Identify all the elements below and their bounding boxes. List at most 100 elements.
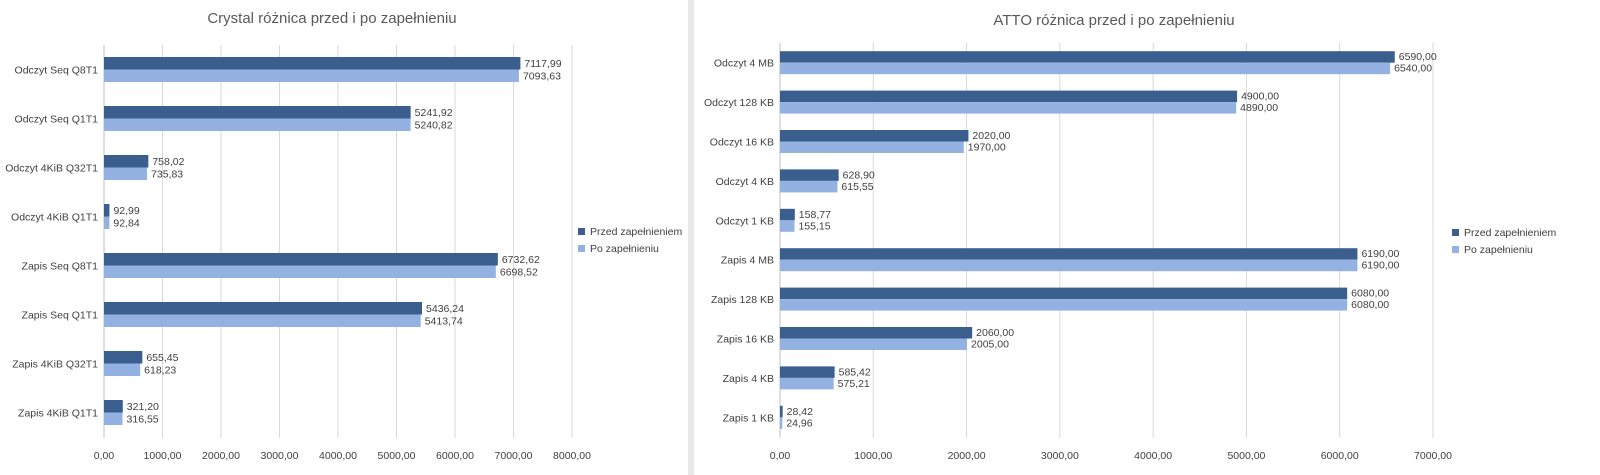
crystal-x-tick-label: 8000,00 [553, 450, 591, 462]
atto-bar-przed-zapis-4-mb [780, 248, 1358, 260]
crystal-x-tick-label: 3000,00 [261, 450, 299, 462]
atto-bar-przed-zapis-1-kb [780, 405, 783, 418]
crystal-x-tick-label: 0,00 [94, 450, 115, 462]
atto-bar-przed-odczyt-4-kb [780, 169, 839, 181]
atto-data-label-przed-zapis-16-kb: 2060,00 [976, 327, 1014, 339]
crystal-category-label-odczyt-seq-q8t1: Odczyt Seq Q8T1 [15, 65, 99, 77]
crystal-legend-label-2: Po zapełnieniu [590, 243, 659, 255]
crystal-data-label-po-odczyt-seq-q1t1: 5240,82 [415, 120, 453, 132]
atto-legend-swatch-1 [1452, 229, 1459, 236]
crystal-bar-po-zapis-4kib-q1t1 [104, 412, 123, 425]
atto-bar-po-odczyt-1-kb [780, 220, 795, 232]
atto-category-label-odczyt-128-kb: Odczyt 128 KB [704, 97, 774, 109]
chart-divider [688, 0, 694, 475]
crystal-data-label-przed-odczyt-4kib-q32t1: 758,02 [152, 156, 184, 168]
crystal-bar-po-odczyt-seq-q1t1 [104, 118, 411, 131]
atto-data-label-przed-odczyt-4-kb: 628,90 [843, 169, 875, 181]
atto-data-label-po-odczyt-128-kb: 4890,00 [1240, 102, 1278, 114]
atto-bar-przed-odczyt-128-kb [780, 90, 1238, 103]
crystal-bar-po-zapis-seq-q8t1 [104, 265, 496, 278]
atto-category-label-odczyt-16-kb: Odczyt 16 KB [710, 137, 774, 149]
crystal-bar-przed-odczyt-4kib-q1t1 [104, 204, 110, 217]
crystal-category-label-odczyt-4kib-q1t1: Odczyt 4KiB Q1T1 [11, 212, 98, 224]
atto-data-label-przed-zapis-4-mb: 6190,00 [1361, 248, 1399, 260]
crystal-category-label-zapis-seq-q1t1: Zapis Seq Q1T1 [22, 310, 99, 322]
crystal-data-label-przed-odczyt-4kib-q1t1: 92,99 [113, 205, 139, 217]
crystal-bar-po-zapis-4kib-q32t1 [104, 363, 141, 376]
crystal-category-label-odczyt-seq-q1t1: Odczyt Seq Q1T1 [15, 114, 99, 126]
atto-data-label-po-zapis-128-kb: 6080,00 [1351, 299, 1389, 311]
atto-bar-przed-zapis-128-kb [780, 287, 1348, 300]
crystal-data-label-po-zapis-seq-q8t1: 6698,52 [500, 267, 538, 279]
crystal-bar-przed-odczyt-seq-q8t1 [104, 57, 521, 70]
atto-category-label-odczyt-1-kb: Odczyt 1 KB [716, 215, 774, 227]
crystal-bar-przed-zapis-4kib-q32t1 [104, 351, 143, 364]
atto-bar-po-zapis-1-kb [780, 417, 783, 429]
atto-bar-przed-odczyt-4-mb [780, 51, 1395, 63]
atto-category-label-odczyt-4-kb: Odczyt 4 KB [716, 176, 774, 188]
atto-legend-label-2: Po zapełnieniu [1464, 244, 1533, 256]
crystal-bar-przed-odczyt-seq-q1t1 [104, 106, 411, 119]
crystal-data-label-przed-odczyt-seq-q1t1: 5241,92 [415, 107, 453, 119]
atto-x-tick-label: 2000,00 [948, 450, 986, 462]
crystal-legend-swatch-1 [578, 228, 585, 235]
crystal-chart-title: Crystal różnica przed i po zapełnieniu [207, 10, 456, 27]
atto-data-label-przed-zapis-4-kb: 585,42 [839, 366, 871, 378]
atto-category-label-odczyt-4-mb: Odczyt 4 MB [714, 58, 774, 70]
crystal-data-label-przed-zapis-seq-q1t1: 5436,24 [426, 303, 464, 315]
crystal-category-label-zapis-4kib-q1t1: Zapis 4KiB Q1T1 [18, 408, 98, 420]
atto-data-label-przed-zapis-128-kb: 6080,00 [1351, 288, 1389, 300]
atto-data-label-przed-zapis-1-kb: 28,42 [787, 406, 813, 418]
atto-x-tick-label: 1000,00 [854, 450, 892, 462]
atto-bar-po-zapis-128-kb [780, 299, 1348, 311]
crystal-data-label-po-zapis-4kib-q32t1: 618,23 [144, 365, 176, 377]
atto-bar-po-zapis-4-kb [780, 377, 834, 390]
atto-x-tick-label: 0,00 [770, 450, 791, 462]
crystal-bar-przed-odczyt-4kib-q32t1 [104, 155, 149, 168]
crystal-data-label-po-zapis-seq-q1t1: 5413,74 [425, 316, 463, 328]
atto-bar-po-odczyt-128-kb [780, 102, 1237, 114]
crystal-x-tick-label: 1000,00 [144, 450, 182, 462]
atto-x-tick-label: 5000,00 [1227, 450, 1265, 462]
atto-bar-przed-odczyt-16-kb [780, 130, 969, 142]
atto-data-label-po-odczyt-4-mb: 6540,00 [1394, 63, 1432, 75]
crystal-x-tick-label: 4000,00 [319, 450, 357, 462]
crystal-bar-chart: Crystal różnica przed i po zapełnieniu 0,… [5, 10, 682, 462]
crystal-category-label-zapis-seq-q8t1: Zapis Seq Q8T1 [22, 261, 99, 273]
atto-category-label-zapis-16-kb: Zapis 16 KB [717, 334, 774, 346]
atto-bar-po-odczyt-16-kb [780, 141, 964, 153]
atto-bar-po-odczyt-4-kb [780, 180, 838, 193]
crystal-data-label-po-zapis-4kib-q1t1: 316,55 [127, 414, 159, 426]
crystal-legend-label-1: Przed zapełnieniem [590, 226, 682, 238]
crystal-x-tick-label: 6000,00 [436, 450, 474, 462]
crystal-legend-swatch-2 [578, 245, 585, 252]
atto-category-label-zapis-4-kb: Zapis 4 KB [723, 373, 774, 385]
atto-bar-przed-odczyt-1-kb [780, 208, 795, 221]
crystal-data-label-przed-zapis-seq-q8t1: 6732,62 [502, 254, 540, 266]
atto-data-label-przed-odczyt-128-kb: 4900,00 [1241, 91, 1279, 103]
atto-bar-chart: ATTO różnica przed i po zapełnieniu 0,00 1… [704, 12, 1557, 462]
atto-bar-po-zapis-4-mb [780, 259, 1358, 272]
atto-x-tick-label: 7000,00 [1414, 450, 1452, 462]
atto-x-tick-label: 3000,00 [1041, 450, 1079, 462]
crystal-data-label-przed-odczyt-seq-q8t1: 7117,99 [524, 58, 561, 70]
crystal-data-label-po-odczyt-4kib-q32t1: 735,83 [151, 169, 183, 181]
crystal-x-tick-label: 5000,00 [378, 450, 416, 462]
atto-data-label-po-zapis-4-mb: 6190,00 [1361, 260, 1399, 272]
atto-legend-swatch-2 [1452, 246, 1459, 253]
crystal-category-label-odczyt-4kib-q32t1: Odczyt 4KiB Q32T1 [5, 163, 98, 175]
crystal-chart-panel: Crystal różnica przed i po zapełnieniu 0,… [0, 0, 688, 475]
atto-data-label-po-odczyt-1-kb: 155,15 [798, 220, 830, 232]
crystal-bar-przed-zapis-seq-q1t1 [104, 302, 423, 315]
atto-data-label-przed-odczyt-16-kb: 2020,00 [972, 130, 1010, 142]
atto-data-label-przed-odczyt-4-mb: 6590,00 [1399, 51, 1437, 63]
atto-category-label-zapis-4-mb: Zapis 4 MB [721, 255, 774, 267]
atto-data-label-po-odczyt-4-kb: 615,55 [841, 181, 873, 193]
crystal-data-label-po-odczyt-4kib-q1t1: 92,84 [113, 218, 139, 230]
crystal-data-label-po-odczyt-seq-q8t1: 7093,63 [523, 71, 561, 83]
atto-chart-title: ATTO różnica przed i po zapełnieniu [993, 12, 1234, 29]
atto-bar-przed-zapis-4-kb [780, 366, 835, 378]
crystal-data-label-przed-zapis-4kib-q1t1: 321,20 [127, 401, 159, 413]
crystal-data-label-przed-zapis-4kib-q32t1: 655,45 [146, 352, 178, 364]
